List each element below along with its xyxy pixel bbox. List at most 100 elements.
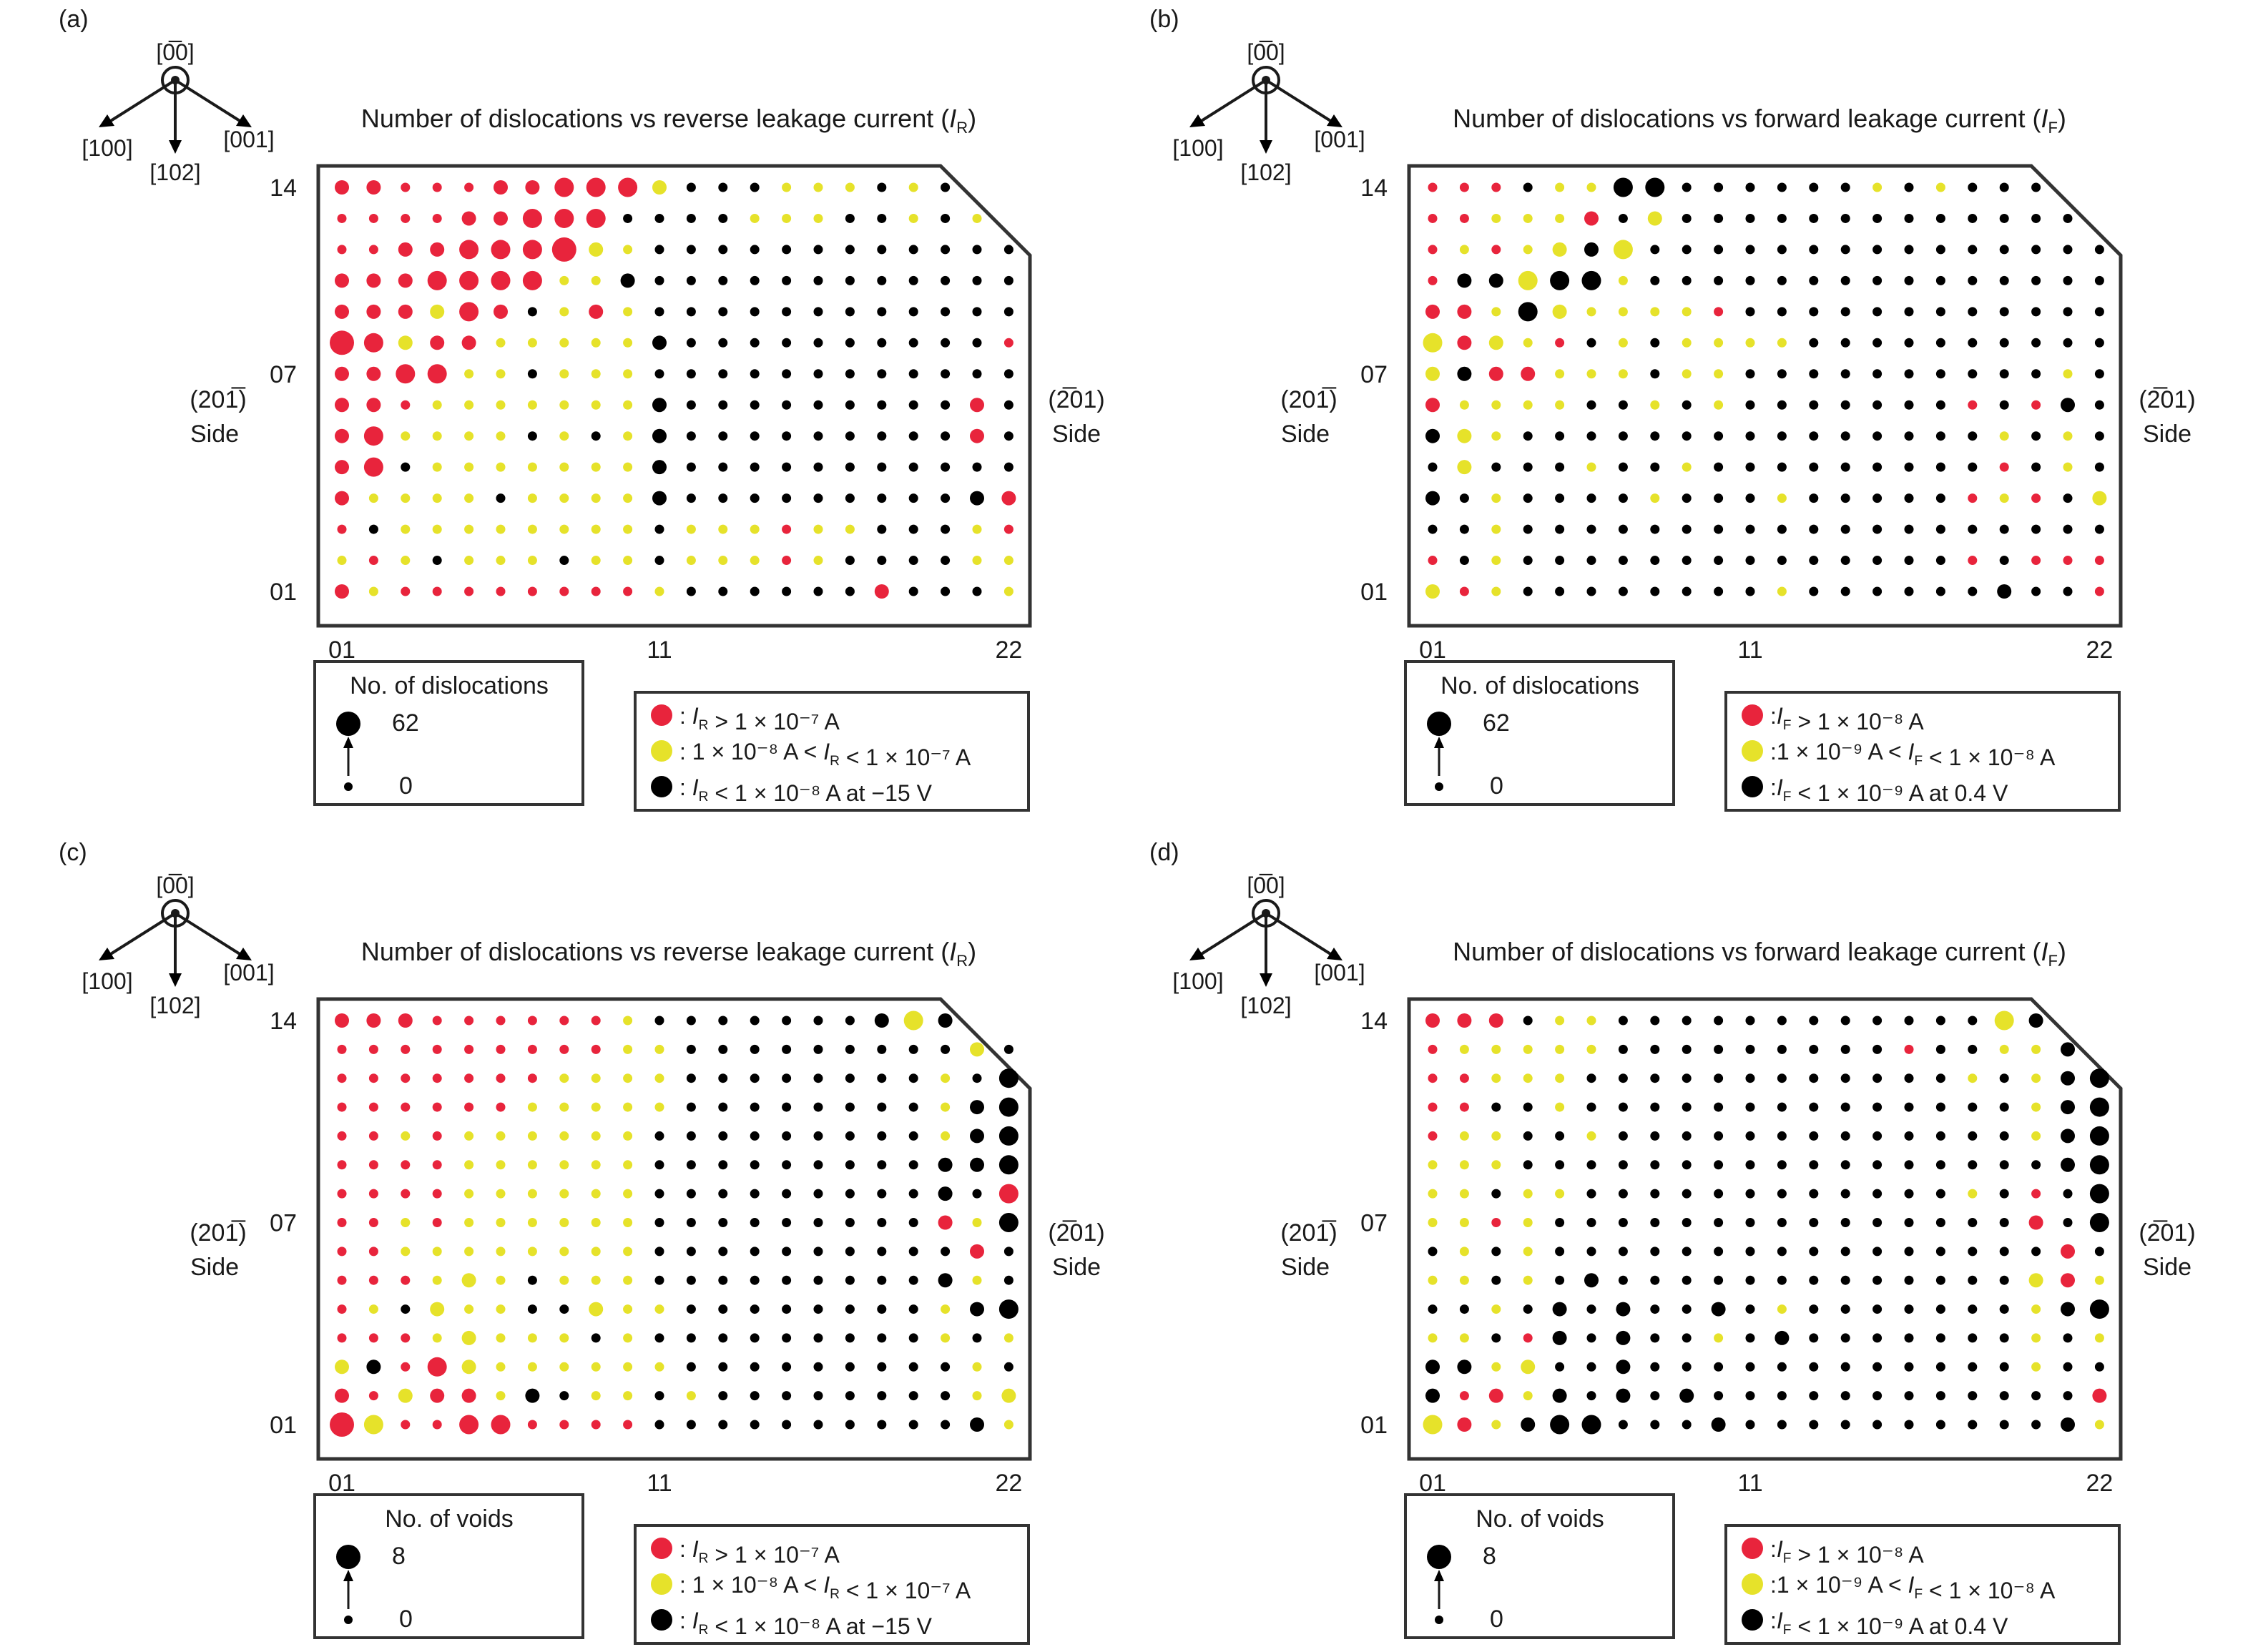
- data-dot-r11-c21: [1003, 524, 1013, 534]
- data-dot-r2-c11: [1777, 1073, 1787, 1083]
- data-dot-r2-c2: [1491, 1073, 1501, 1083]
- axis-arrowhead-down: [169, 140, 182, 154]
- data-dot-r8-c17: [877, 1247, 887, 1257]
- data-dot-r3-c18: [908, 1102, 918, 1112]
- data-dot-r1-c9: [623, 213, 633, 223]
- data-dot-r3-c14: [782, 1102, 792, 1112]
- panel-letter: (c): [59, 839, 87, 866]
- data-dot-r11-c10: [1745, 1333, 1755, 1343]
- data-dot-r13-c4: [1555, 586, 1565, 596]
- data-dot-r4-c1: [1459, 1131, 1469, 1141]
- data-dot-r7-c12: [718, 400, 728, 410]
- data-dot-r3-c17: [877, 275, 887, 285]
- data-dot-r2-c7: [1650, 245, 1660, 255]
- data-dot-r2-c17: [877, 1073, 887, 1083]
- data-dot-r0-c5: [494, 180, 508, 195]
- data-dot-r12-c5: [496, 556, 506, 566]
- data-dot-r5-c19: [941, 338, 951, 348]
- data-dot-r14-c19: [2031, 1420, 2041, 1430]
- data-dot-r0-c0: [1428, 182, 1438, 192]
- data-dot-r13-c6: [1618, 586, 1628, 596]
- data-dot-r2-c11: [1777, 245, 1787, 255]
- axis-arrow-line-0: [1197, 912, 1267, 958]
- data-dot-r13-c5: [496, 586, 506, 596]
- data-dot-r11-c20: [2063, 1333, 2073, 1343]
- data-dot-r12-c10: [1745, 1362, 1755, 1372]
- data-dot-r10-c21: [2089, 1299, 2109, 1319]
- data-dot-r5-c4: [1555, 338, 1565, 348]
- data-dot-r2-c20: [2061, 1071, 2075, 1086]
- data-dot-r5-c14: [782, 338, 792, 348]
- color-legend-label-2: : IR < 1 × 10⁻⁸ A at −15 V: [679, 775, 933, 806]
- data-dot-r10-c15: [813, 493, 823, 503]
- chart-title: Number of dislocations vs reverse leakag…: [361, 937, 976, 970]
- panel-1: (b) [0̅0] [100] [001] [102] Number of disloca…: [1149, 6, 2196, 812]
- data-dot-r10-c13: [750, 1304, 760, 1314]
- data-dot-r7-c13: [1840, 1218, 1850, 1227]
- data-dot-r14-c18: [1999, 1420, 2009, 1430]
- data-dot-r5-c9: [623, 1160, 633, 1170]
- data-dot-r10-c6: [1618, 493, 1628, 503]
- data-dot-r12-c0: [1428, 556, 1438, 566]
- data-dot-r10-c6: [1616, 1302, 1631, 1317]
- data-dot-r4-c16: [845, 1131, 855, 1141]
- data-dot-r5-c14: [1872, 338, 1883, 348]
- data-dot-r11-c2: [1491, 1333, 1501, 1343]
- data-dot-r3-c9: [623, 1102, 633, 1112]
- data-dot-r2-c17: [1968, 1073, 1978, 1083]
- data-dot-r5-c1: [1459, 1160, 1469, 1170]
- chart-title: Number of dislocations vs reverse leakag…: [361, 104, 976, 137]
- data-dot-r12-c2: [401, 1362, 411, 1372]
- data-dot-r7-c1: [368, 1218, 378, 1227]
- data-dot-r9-c9: [1714, 462, 1724, 472]
- data-dot-r7-c0: [335, 398, 349, 413]
- data-dot-r5-c8: [1682, 1160, 1692, 1170]
- data-dot-r8-c21: [1003, 431, 1013, 441]
- data-dot-r8-c4: [1555, 1247, 1565, 1257]
- data-dot-r9-c16: [845, 462, 855, 472]
- data-dot-r13-c3: [1523, 1391, 1533, 1401]
- data-dot-r5-c2: [1488, 335, 1503, 350]
- data-dot-r13-c14: [782, 586, 792, 596]
- data-dot-r2-c12: [718, 245, 728, 255]
- color-legend-label-2: : IR < 1 × 10⁻⁸ A at −15 V: [679, 1608, 933, 1639]
- data-dot-r7-c14: [782, 400, 792, 410]
- data-dot-r11-c7: [1650, 1333, 1660, 1343]
- data-dot-r0-c8: [1682, 182, 1692, 192]
- axis-arrow-line-1: [1265, 912, 1335, 958]
- data-dot-r4-c16: [1935, 307, 1945, 317]
- data-dot-r13-c6: [527, 586, 537, 596]
- data-dot-r10-c15: [813, 1304, 823, 1314]
- data-dot-r4-c0: [337, 1131, 347, 1141]
- x-tick-01: 01: [328, 636, 355, 664]
- data-dot-r6-c8: [591, 1189, 601, 1199]
- data-dot-r3-c17: [1968, 275, 1978, 285]
- data-dot-r4-c5: [1586, 307, 1596, 317]
- size-legend-max-value: 8: [1483, 1543, 1496, 1570]
- data-dot-r4-c16: [845, 307, 855, 317]
- data-dot-r9-c6: [527, 1275, 537, 1285]
- data-dot-r7-c8: [1682, 1218, 1692, 1227]
- data-dot-r2-c8: [589, 242, 604, 257]
- data-dot-r8-c2: [401, 1247, 411, 1257]
- data-dot-r6-c2: [1491, 1189, 1501, 1199]
- data-dot-r9-c0: [335, 460, 349, 475]
- size-legend-max-dot: [336, 712, 360, 736]
- data-dot-r10-c2: [1491, 1304, 1501, 1314]
- data-dot-r5-c0: [1428, 1160, 1438, 1170]
- data-dot-r10-c21: [1001, 491, 1016, 506]
- data-dot-r4-c19: [941, 1131, 951, 1141]
- data-dot-r10-c11: [686, 493, 696, 503]
- data-dot-r7-c9: [1714, 400, 1724, 410]
- left-side-label: (201̅): [1280, 1219, 1337, 1247]
- data-dot-r2-c21: [2094, 245, 2104, 255]
- data-dot-r2-c19: [941, 1073, 951, 1083]
- right-side-label: (2̅01): [2139, 386, 2195, 413]
- data-dot-r6-c9: [623, 1189, 633, 1199]
- data-dot-r11-c15: [1904, 524, 1914, 534]
- data-dot-r4-c8: [1682, 307, 1692, 317]
- data-dot-r9-c17: [1968, 1275, 1978, 1285]
- crystal-axes: [0̅0] [100] [001] [102]: [1172, 872, 1365, 1018]
- data-dot-r0-c19: [2031, 182, 2041, 192]
- data-dot-r10-c12: [1809, 1304, 1819, 1314]
